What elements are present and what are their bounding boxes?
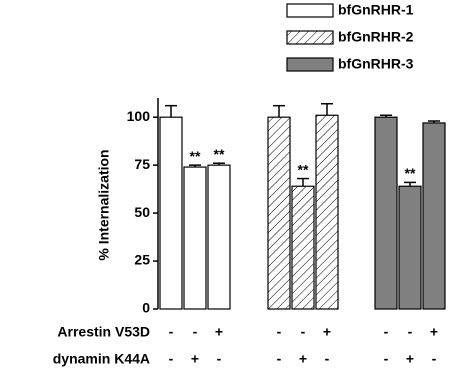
condition-sign: + <box>323 324 331 340</box>
bar <box>422 122 446 310</box>
condition-sign: - <box>408 324 413 340</box>
condition-sign: - <box>301 324 306 340</box>
y-axis-label: % Internalization <box>96 149 112 260</box>
condition-sign: + <box>430 324 438 340</box>
bar <box>207 164 231 310</box>
condition-sign: - <box>169 324 174 340</box>
bar <box>374 116 398 310</box>
y-tick-label: 25 <box>134 252 150 268</box>
condition-sign: - <box>432 351 437 367</box>
legend-label: bfGnRHR-3 <box>338 56 414 72</box>
condition-sign: - <box>217 351 222 367</box>
condition-sign: - <box>384 324 389 340</box>
bar <box>183 166 207 310</box>
condition-sign: - <box>277 324 282 340</box>
bar <box>291 185 315 310</box>
bar <box>267 116 291 310</box>
condition-sign: + <box>299 351 307 367</box>
y-tick-label: 100 <box>127 108 151 124</box>
y-tick-label: 0 <box>142 300 150 316</box>
condition-sign: - <box>325 351 330 367</box>
significance: ** <box>298 161 309 177</box>
condition-sign: - <box>277 351 282 367</box>
legend-swatch <box>286 3 334 18</box>
legend-swatch <box>286 30 334 45</box>
bar <box>159 116 183 310</box>
legend-swatch <box>286 57 334 72</box>
condition-sign: - <box>193 324 198 340</box>
significance: ** <box>214 146 225 162</box>
condition-label: Arrestin V53D <box>57 324 150 340</box>
y-tick-label: 50 <box>134 204 150 220</box>
condition-label: dynamin K44A <box>53 351 150 367</box>
significance: ** <box>405 165 416 181</box>
bar <box>315 114 339 310</box>
condition-sign: - <box>384 351 389 367</box>
legend-label: bfGnRHR-2 <box>338 29 414 45</box>
condition-sign: - <box>169 351 174 367</box>
condition-sign: + <box>215 324 223 340</box>
condition-sign: + <box>191 351 199 367</box>
bar <box>398 185 422 310</box>
legend-label: bfGnRHR-1 <box>338 2 414 18</box>
significance: ** <box>190 148 201 164</box>
condition-sign: + <box>406 351 414 367</box>
y-tick-label: 75 <box>134 156 150 172</box>
